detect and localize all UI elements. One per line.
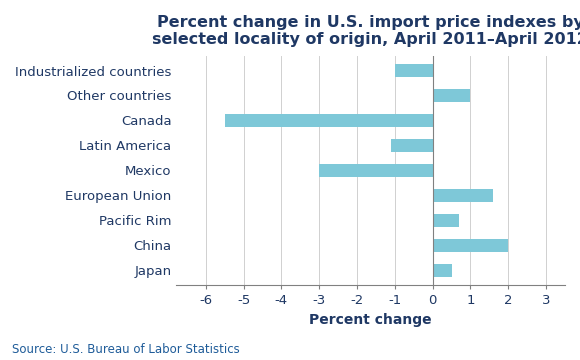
Bar — [433, 89, 470, 102]
Text: Source: U.S. Bureau of Labor Statistics: Source: U.S. Bureau of Labor Statistics — [12, 343, 240, 356]
Bar — [395, 64, 433, 77]
Bar — [433, 239, 508, 252]
Bar — [433, 264, 452, 277]
X-axis label: Percent change: Percent change — [309, 313, 432, 327]
Bar — [224, 114, 433, 127]
Title: Percent change in U.S. import price indexes by
selected locality of origin, Apri: Percent change in U.S. import price inde… — [153, 15, 580, 48]
Bar — [391, 139, 433, 152]
Bar — [433, 189, 493, 202]
Bar — [319, 163, 433, 177]
Bar — [433, 213, 459, 227]
